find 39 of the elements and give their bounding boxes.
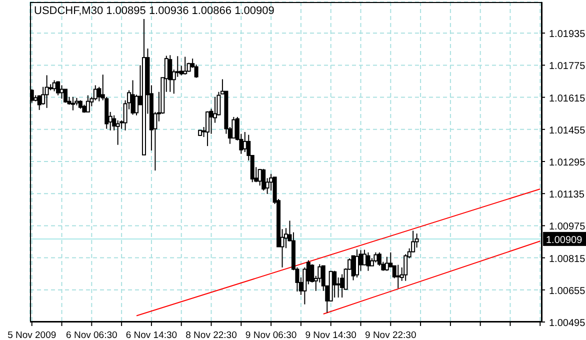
x-tick-label: 6 Nov 14:30 [126,330,178,340]
candlestick [86,94,90,112]
y-tick-label: 1.01615 [549,93,586,104]
candlestick [355,248,360,278]
candlestick [44,74,49,108]
candlestick [56,80,60,96]
candlestick [116,120,120,146]
x-tick-label: 9 Nov 22:30 [365,330,416,340]
candlestick [262,168,266,192]
y-tick-label: 1.01935 [549,29,586,40]
x-tick-label: 5 Nov 2009 [8,330,56,340]
ref-line-label: 1.00909 [546,234,583,246]
y-tick-label: 1.01455 [549,125,586,136]
candlestick [366,252,370,272]
y-tick-label: 1.00495 [549,318,586,329]
y-tick-label: 1.00975 [549,222,586,233]
y-tick-label: 1.01135 [549,190,585,201]
y-tick-label: 1.00655 [549,286,586,297]
candlestick [374,252,378,263]
chart-title: USDCHF,M30 1.00895 1.00936 1.00866 1.00909 [34,5,274,17]
x-tick-label: 8 Nov 22:30 [186,330,237,340]
candlestick [242,132,247,153]
candlestick [134,94,139,116]
y-tick-label: 1.01775 [549,61,586,72]
x-tick-label: 9 Nov 06:30 [245,330,297,340]
x-tick-label: 6 Nov 06:30 [66,330,118,340]
candlestick [168,54,172,92]
candlestick [396,264,400,289]
candlestick [183,56,188,76]
candlestick [206,110,210,147]
candlestick [384,256,389,272]
x-tick-label: 9 Nov 14:30 [305,330,356,340]
candlestick [332,270,337,298]
candlestick [70,96,75,111]
candlestick [130,80,135,116]
y-tick-label: 1.00815 [549,254,586,265]
y-tick-label: 1.01295 [549,158,586,168]
candlestick [414,233,419,248]
candlestick [64,88,68,104]
